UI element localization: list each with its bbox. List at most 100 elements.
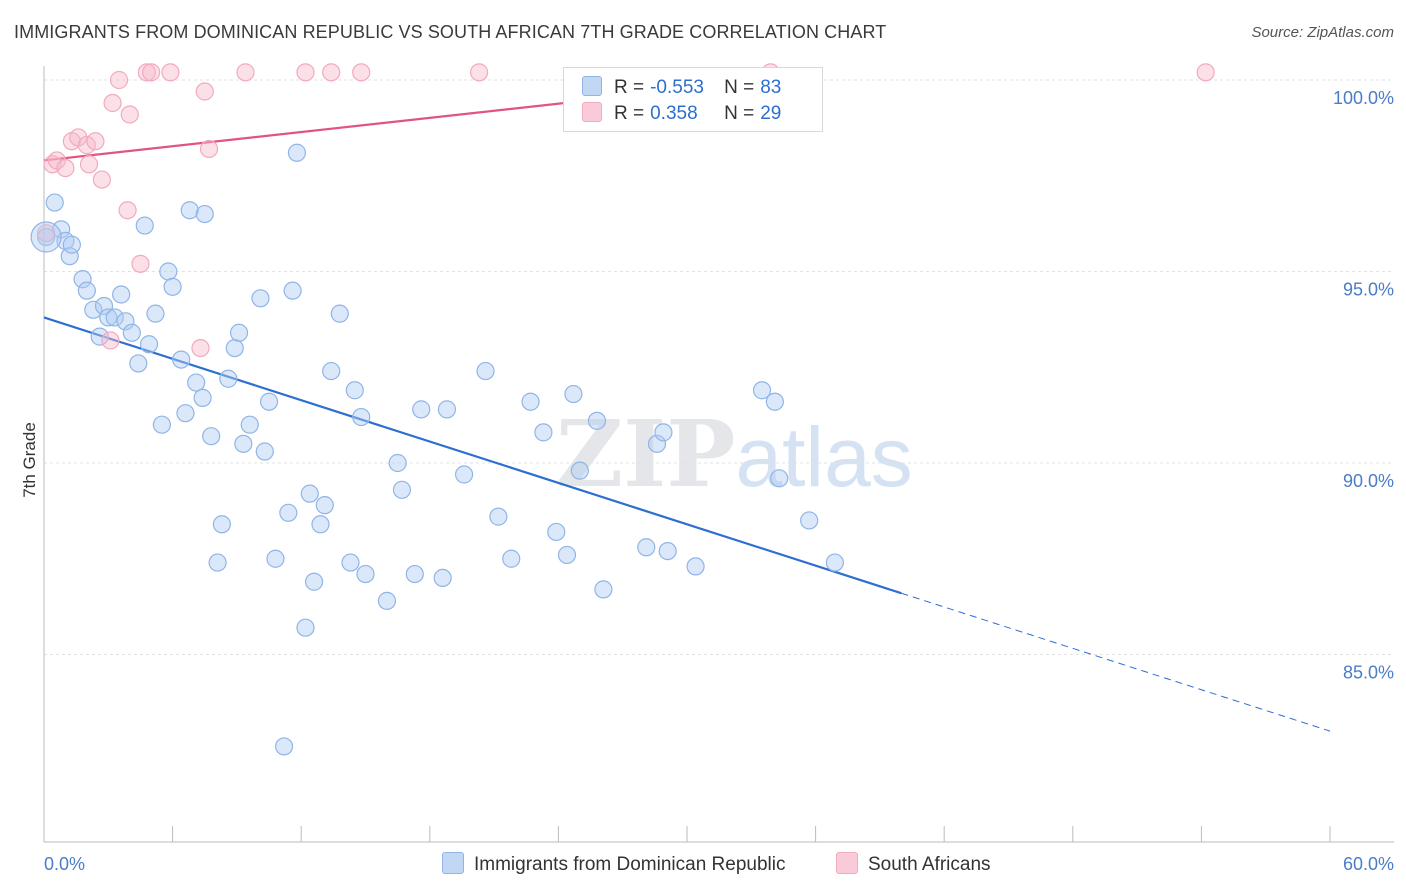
source-credit: Source: ZipAtlas.com	[1251, 24, 1394, 41]
dominican-point	[686, 557, 705, 576]
dominican-point	[412, 400, 431, 419]
dominican-point	[521, 392, 540, 411]
south-african-point	[195, 82, 214, 101]
axes	[43, 66, 1394, 843]
legend-row-south-african: R = 0.358 N = 29	[582, 102, 781, 126]
south-african-point	[322, 63, 341, 82]
dominican-point	[587, 411, 607, 430]
dominican-point	[163, 277, 182, 296]
dominican-point	[180, 201, 199, 220]
dominican-point	[352, 407, 371, 427]
dominican-point	[139, 335, 159, 354]
legend-series-name: South Africans	[868, 854, 991, 875]
x-tick-label: 0.0%	[44, 854, 85, 874]
south-african-point	[109, 70, 129, 90]
y-tick-label: 95.0%	[1343, 280, 1394, 300]
south-african-point	[296, 63, 315, 82]
dominican-point	[489, 507, 508, 526]
legend-swatch-blue	[582, 76, 602, 96]
dominican-point	[770, 469, 789, 488]
dominican-point	[62, 235, 81, 254]
dominican-point	[229, 323, 249, 342]
dominican-point	[388, 453, 407, 473]
dominican-point	[30, 221, 62, 253]
legend-n-value: 29	[760, 103, 782, 124]
legend-swatch-blue	[442, 852, 464, 874]
dominican-point	[356, 564, 375, 584]
south-african-point	[191, 339, 210, 358]
dominican-point	[122, 323, 141, 342]
dominican-point	[77, 281, 96, 300]
dominican-point	[212, 515, 231, 534]
dominican-point	[116, 312, 135, 331]
legend-item-south-african: South Africans	[836, 852, 991, 876]
south-african-point	[352, 63, 371, 82]
dominican-point	[99, 308, 118, 327]
dominican-point	[90, 327, 109, 346]
south-african-point	[120, 105, 139, 124]
dominican-point	[37, 227, 56, 247]
x-tick-label: 60.0%	[1343, 854, 1394, 874]
dominican-point	[112, 285, 131, 304]
dominican-point	[84, 300, 103, 319]
dominican-point	[129, 354, 148, 373]
dominican-point	[437, 400, 457, 419]
dominican-point	[311, 515, 330, 534]
south-african-point	[79, 155, 99, 174]
dominican-point	[172, 350, 191, 369]
dominican-point	[564, 384, 583, 404]
dominican-point	[105, 308, 124, 327]
dominican-point	[594, 580, 613, 599]
dominican-point	[187, 373, 206, 392]
dominican-point	[193, 388, 212, 407]
y-tick-label: 100.0%	[1333, 88, 1394, 108]
legend-r-label: R =	[614, 103, 645, 124]
south-african-point	[37, 224, 56, 243]
dominican-point	[534, 423, 553, 442]
legend-n-value: 83	[760, 77, 782, 98]
dominican-point	[454, 465, 474, 484]
dominican-point	[392, 480, 412, 499]
dominican-point	[654, 423, 673, 442]
dominican-point	[557, 545, 577, 565]
dominican-point	[225, 339, 244, 358]
dominican-point	[283, 281, 302, 300]
legend-swatch-pink	[836, 852, 858, 874]
south-african-point	[92, 170, 111, 189]
correlation-legend: R = -0.553 N = 83 R = 0.358 N = 29	[563, 67, 823, 132]
dominican-point	[279, 503, 298, 522]
dominican-point	[825, 553, 844, 572]
dominican-point	[341, 553, 360, 572]
south-african-point	[161, 63, 180, 82]
south-african-point	[1196, 63, 1215, 82]
south-african-point	[469, 63, 489, 82]
legend-n-label: N =	[724, 77, 755, 98]
dominican-point	[330, 304, 349, 323]
dominican-point	[377, 591, 397, 610]
legend-item-dominican: Immigrants from Dominican Republic	[442, 852, 786, 876]
dominican-point	[45, 193, 64, 212]
south-african-point	[236, 63, 255, 82]
south-african-point	[101, 331, 120, 350]
dominican-point	[255, 442, 274, 461]
dominican-point	[502, 549, 521, 568]
legend-r-value: -0.553	[650, 77, 704, 98]
dominican-point	[259, 392, 279, 411]
dominican-point	[274, 737, 294, 756]
dominican-point	[800, 511, 819, 530]
dominican-point	[146, 304, 165, 323]
dominican-point	[219, 369, 238, 388]
dominican-point	[202, 427, 221, 446]
dominican-point	[637, 538, 656, 557]
south-african-point	[131, 254, 150, 273]
legend-series-name: Immigrants from Dominican Republic	[474, 854, 786, 875]
dominican-point	[208, 553, 227, 572]
dominican-point	[287, 143, 307, 162]
south-african-point	[137, 63, 156, 82]
dominican-point	[159, 262, 178, 281]
dominican-point	[195, 204, 214, 224]
dominican-trend-extension	[901, 592, 1331, 732]
dominican-point	[433, 568, 452, 588]
dominican-point	[251, 289, 270, 308]
